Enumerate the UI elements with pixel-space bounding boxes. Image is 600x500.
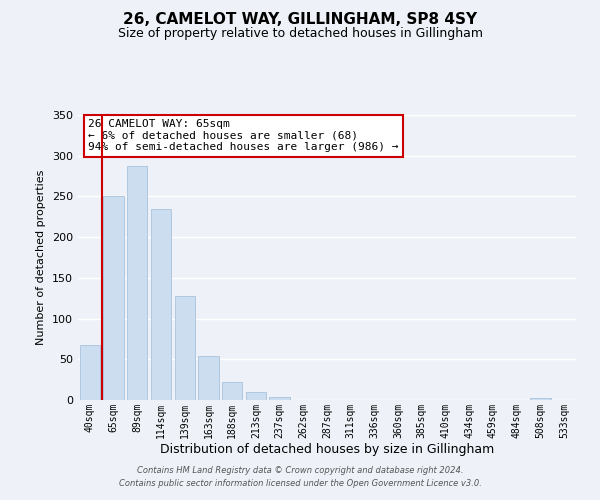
Bar — [127, 166, 148, 400]
Bar — [222, 382, 242, 400]
Text: Contains HM Land Registry data © Crown copyright and database right 2024.
Contai: Contains HM Land Registry data © Crown c… — [119, 466, 481, 487]
Y-axis label: Number of detached properties: Number of detached properties — [37, 170, 46, 345]
Text: Size of property relative to detached houses in Gillingham: Size of property relative to detached ho… — [118, 28, 482, 40]
Bar — [199, 356, 218, 400]
Bar — [175, 296, 195, 400]
Bar — [151, 208, 171, 400]
Text: 26 CAMELOT WAY: 65sqm
← 6% of detached houses are smaller (68)
94% of semi-detac: 26 CAMELOT WAY: 65sqm ← 6% of detached h… — [88, 120, 398, 152]
Bar — [103, 196, 124, 400]
Bar — [530, 398, 551, 400]
Bar — [80, 344, 100, 400]
Text: 26, CAMELOT WAY, GILLINGHAM, SP8 4SY: 26, CAMELOT WAY, GILLINGHAM, SP8 4SY — [123, 12, 477, 28]
Bar — [269, 396, 290, 400]
Bar — [246, 392, 266, 400]
Text: Distribution of detached houses by size in Gillingham: Distribution of detached houses by size … — [160, 442, 494, 456]
